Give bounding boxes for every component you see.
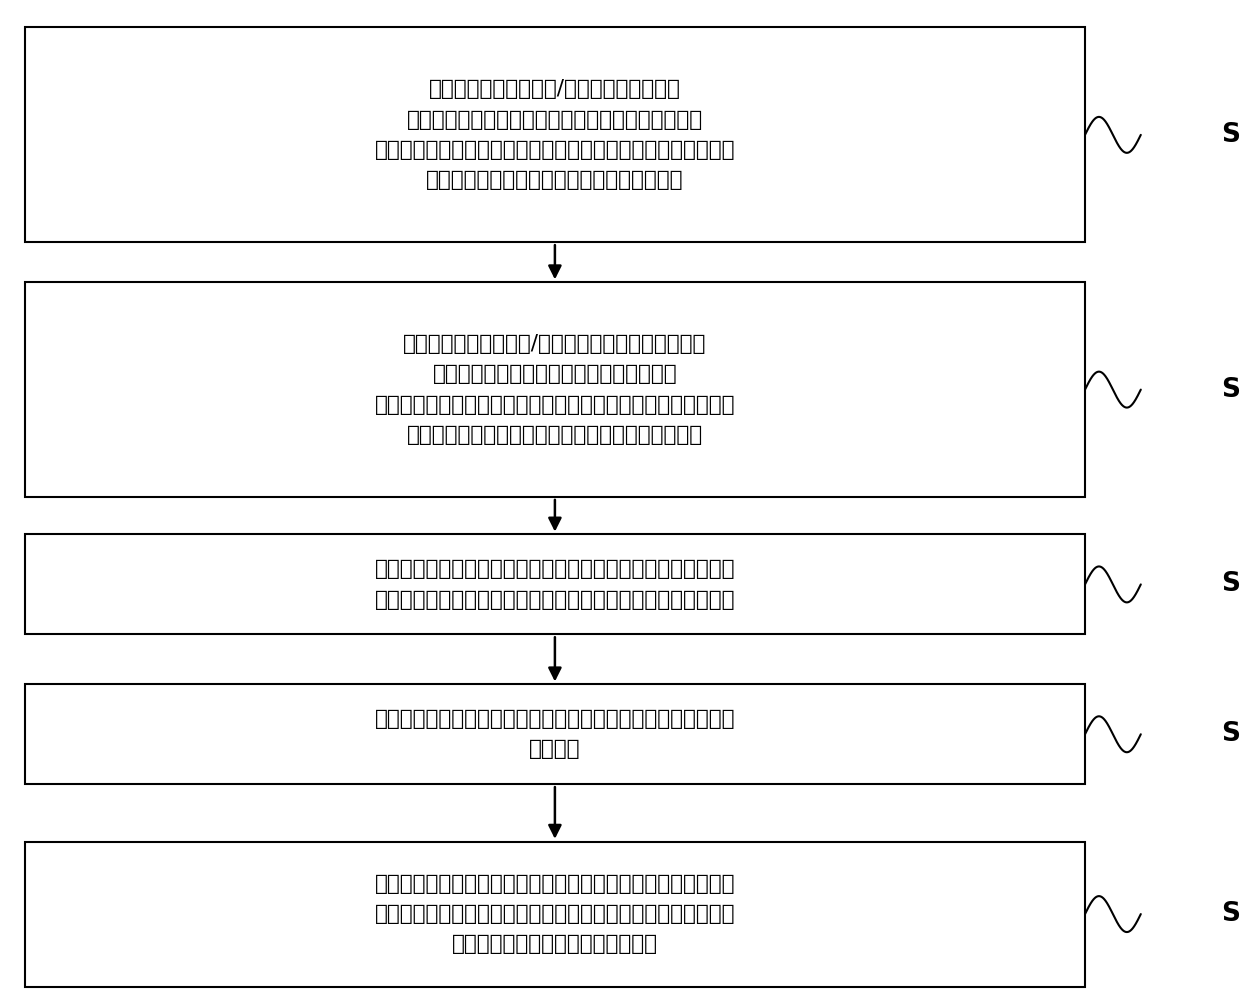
- Text: S3: S3: [1221, 571, 1240, 597]
- Bar: [25, 28, 1085, 243]
- Text: 改变所述预设水势的值，重复上述步骤若干次，所述处理模块获
取若干预设水势和每一预设水势对应的含水量，发送给处理模块: 改变所述预设水势的值，重复上述步骤若干次，所述处理模块获 取若干预设水势和每一预…: [374, 559, 735, 609]
- Text: 调节所述第一升降台和/或所述第二升降台，使得所述
试验基质的高度与所述吸持力稳压模块的进
气口的高度差为预设水势，预设时间后，读取所述水分传感器检
测到的含水量: 调节所述第一升降台和/或所述第二升降台，使得所述 试验基质的高度与所述吸持力稳压…: [374, 334, 735, 446]
- Bar: [25, 283, 1085, 498]
- Text: S4: S4: [1221, 721, 1240, 747]
- Bar: [25, 684, 1085, 784]
- Text: S5: S5: [1221, 901, 1240, 927]
- Bar: [25, 534, 1085, 634]
- Text: 测量所述试验基质的风干含水量，并将所述风干含水量输入所述
处理模块: 测量所述试验基质的风干含水量，并将所述风干含水量输入所述 处理模块: [374, 709, 735, 759]
- Bar: [25, 841, 1085, 987]
- Text: S2: S2: [1221, 377, 1240, 403]
- Text: 所述处理模块根据所述试验基质的风干含水量、所述试验基质的
饱和含水量、若干预设水势和每一预设水势对应的含水量，计算
出所述试验基质的水分吸持特性曲线: 所述处理模块根据所述试验基质的风干含水量、所述试验基质的 饱和含水量、若干预设水…: [374, 874, 735, 954]
- Text: S1: S1: [1221, 122, 1240, 148]
- Text: 调节所述第一升降台和/或所述第二升降台，
使得所述试验基质的高度与所述吸持力稳压模块的进
气口的高度相同，以使得所述试验基质处于饱和状态，读取所述
水分传感器检: 调节所述第一升降台和/或所述第二升降台， 使得所述试验基质的高度与所述吸持力稳压…: [374, 79, 735, 191]
